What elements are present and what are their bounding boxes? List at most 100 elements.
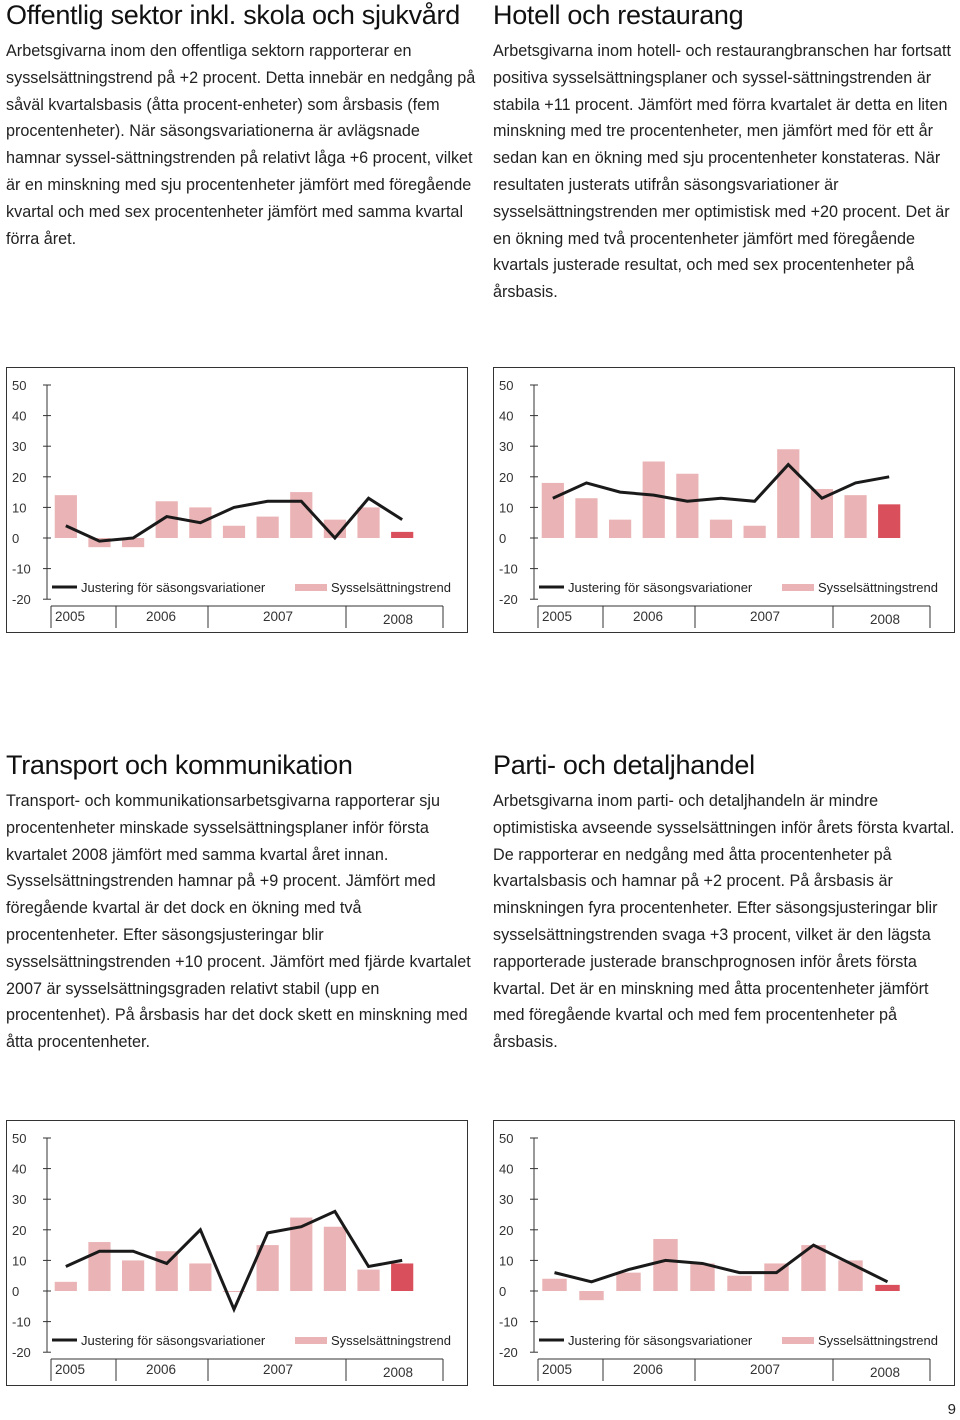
y-tick-label: 40 (12, 409, 26, 424)
bar (189, 1263, 212, 1291)
chart-svg: 50 40 30 20 10 0 -10 -20 Justering för säsongsva… (499, 378, 938, 628)
bar (323, 1226, 347, 1291)
bar (676, 473, 699, 538)
y-tick-label: 0 (499, 531, 506, 546)
y-tick-label: 50 (499, 378, 513, 393)
bar (810, 489, 834, 538)
section-title: Offentlig sektor inkl. skola och sjukvår… (6, 0, 460, 30)
x-tick-label: 2006 (633, 609, 663, 624)
bar (357, 1269, 380, 1291)
y-tick-label: -20 (12, 1345, 31, 1360)
bar (391, 531, 414, 538)
x-tick-label: 2006 (146, 1362, 176, 1377)
legend-label: Justering för säsongsvariationer (81, 1333, 266, 1348)
chart-parti-detaljhandel: 50 40 30 20 10 0 -10 -20 Justering för säsongsva… (493, 1120, 955, 1386)
bar (222, 1291, 246, 1292)
y-tick-label: 40 (12, 1162, 26, 1177)
x-tick-label: 2006 (633, 1362, 663, 1377)
y-tick-label: 0 (12, 1284, 19, 1299)
legend-label: Sysselsättningstrend (818, 580, 938, 595)
y-tick-label: -20 (499, 592, 518, 607)
section-title: Parti- och detaljhandel (493, 750, 755, 780)
bar (222, 525, 246, 538)
bar (743, 525, 766, 538)
bar (391, 1263, 414, 1291)
y-tick-label: -10 (12, 562, 31, 577)
x-tick-label: 2008 (870, 612, 900, 627)
legend-bar-swatch (782, 584, 814, 591)
section-text: Transport- och kommunikationsarbetsgivar… (6, 792, 471, 1052)
chart-offentlig-sektor: 50 40 30 20 10 0 -10 -20 Justering för säsongsva… (6, 367, 468, 633)
bar (54, 495, 77, 538)
chart-svg: 50 40 30 20 10 0 -10 -20 Justering för säsongsva… (12, 1131, 451, 1381)
page-number: 9 (947, 1401, 956, 1418)
y-tick-label: -10 (499, 1315, 518, 1330)
bar (121, 538, 145, 548)
bar (88, 1242, 111, 1291)
x-tick-label: 2005 (55, 609, 85, 624)
y-tick-label: -10 (499, 562, 518, 577)
legend-label: Sysselsättningstrend (818, 1333, 938, 1348)
y-tick-label: -10 (12, 1315, 31, 1330)
chart-svg: 50 40 30 20 10 0 -10 -20 Justering för säsongsva… (499, 1131, 938, 1381)
y-tick-label: 10 (12, 1253, 26, 1268)
bar (653, 1238, 678, 1291)
bar (616, 1272, 641, 1291)
chart-transport: 50 40 30 20 10 0 -10 -20 Justering för säsongsva… (6, 1120, 468, 1386)
x-tick-label: 2005 (542, 609, 572, 624)
bar (642, 461, 665, 538)
x-tick-label: 2007 (750, 609, 780, 624)
x-tick-label: 2008 (870, 1365, 900, 1380)
bar (542, 1278, 567, 1291)
y-tick-label: 10 (499, 1253, 513, 1268)
y-tick-label: 30 (12, 1192, 26, 1207)
bar (256, 1245, 279, 1291)
section-transport: Transport och kommunikation Transport- o… (6, 750, 476, 1056)
section-parti-detaljhandel: Parti- och detaljhandel Arbetsgivarna in… (493, 750, 960, 1056)
x-tick-label: 2005 (542, 1362, 572, 1377)
x-tick-label: 2008 (383, 1365, 413, 1380)
y-tick-label: 20 (499, 470, 513, 485)
chart-svg: 50 40 30 20 10 0 -10 -20 Justering för säsongsva… (12, 378, 451, 628)
bar (727, 1275, 752, 1291)
section-offentlig-sektor: Offentlig sektor inkl. skola och sjukvår… (6, 0, 476, 252)
bar (88, 538, 111, 548)
section-hotell-restaurang: Hotell och restaurang Arbetsgivarna inom… (493, 0, 960, 306)
y-tick-label: 30 (499, 439, 513, 454)
bar (875, 1284, 900, 1291)
legend-bar-swatch (295, 1337, 327, 1344)
legend-label: Justering för säsongsvariationer (568, 580, 753, 595)
bar (357, 507, 380, 538)
y-tick-label: -20 (499, 1345, 518, 1360)
x-tick-label: 2007 (263, 609, 293, 624)
bar (54, 1281, 77, 1291)
y-tick-label: 40 (499, 409, 513, 424)
y-tick-label: 0 (12, 531, 19, 546)
legend-label: Sysselsättningstrend (331, 1333, 451, 1348)
bar (608, 519, 632, 538)
legend-bar-swatch (295, 584, 327, 591)
bar (579, 1291, 604, 1301)
y-tick-label: 50 (12, 378, 26, 393)
bar (155, 501, 178, 538)
y-tick-label: 20 (12, 1223, 26, 1238)
section-title: Transport och kommunikation (6, 750, 353, 780)
bar (709, 519, 733, 538)
bar (838, 1260, 863, 1291)
chart-hotell-restaurang: 50 40 30 20 10 0 -10 -20 Justering för säsongsva… (493, 367, 955, 633)
series-line (554, 1243, 889, 1284)
x-tick-label: 2007 (263, 1362, 293, 1377)
series-line (65, 496, 403, 543)
x-tick-label: 2006 (146, 609, 176, 624)
legend-label: Justering för säsongsvariationer (568, 1333, 753, 1348)
bar (290, 492, 313, 538)
bar (541, 482, 564, 538)
bar (844, 495, 867, 538)
bar (256, 516, 279, 538)
x-tick-label: 2007 (750, 1362, 780, 1377)
y-tick-label: 10 (12, 500, 26, 515)
legend-label: Sysselsättningstrend (331, 580, 451, 595)
section-text: Arbetsgivarna inom parti- och detaljhand… (493, 792, 955, 1052)
y-tick-label: 50 (12, 1131, 26, 1146)
y-tick-label: 30 (12, 439, 26, 454)
